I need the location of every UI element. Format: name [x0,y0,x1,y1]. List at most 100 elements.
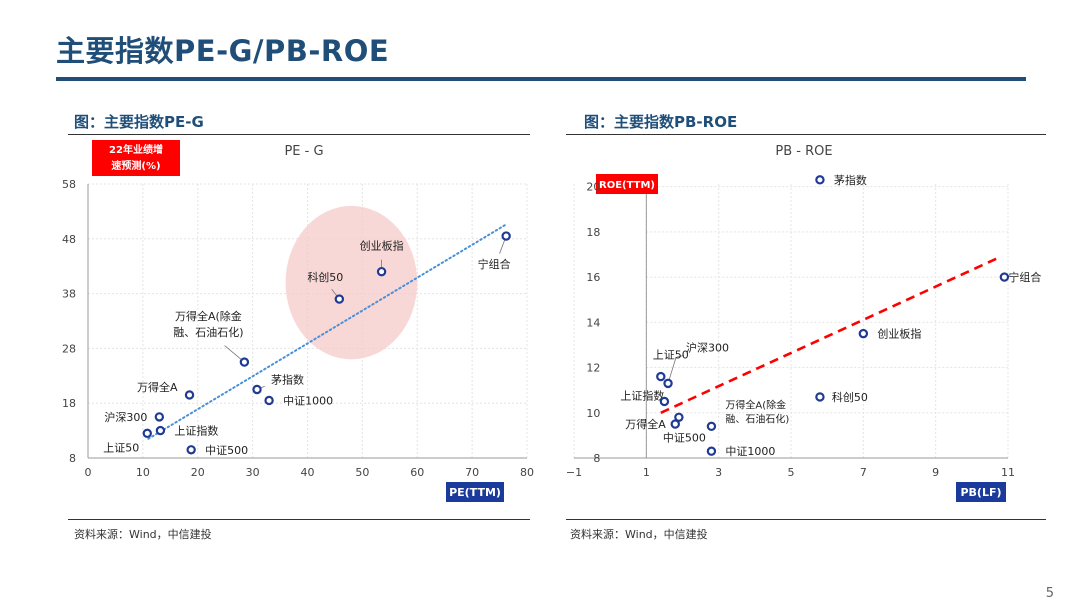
point-万得全a-除金融-石油石化 [706,421,717,432]
ylabel-line1: 22年业绩增 [109,143,163,156]
y-tick-label: 20 [586,181,600,194]
x-tick-label: 9 [932,466,939,479]
left-figure-title: 图：主要指数PE-G [74,113,204,131]
x-tick-label: 80 [520,466,534,479]
xlabel: PE(TTM) [449,486,501,499]
chart-title: PB - ROE [775,144,832,159]
x-tick-label: 5 [788,466,795,479]
left-figure-rule [68,134,530,135]
point-上证指数 [659,396,670,407]
point-万得全a [670,419,680,429]
point-label-上证指数: 上证指数 [620,388,664,402]
x-tick-label: 50 [355,466,369,479]
point-label-科创50: 科创50 [832,390,868,404]
point-上证50 [142,428,152,439]
left-source: 资料来源：Wind，中信建投 [74,528,212,541]
x-tick-label: 60 [410,466,424,479]
point-label-茅指数: 茅指数 [271,373,304,387]
point-宁组合 [999,272,1010,282]
x-tick-label: 10 [136,466,150,479]
point-创业板指 [858,328,869,339]
trendline [147,224,507,440]
point-label-创业板指: 创业板指 [360,239,404,253]
point-label-上证50: 上证50 [103,441,139,454]
xlabel-badge [956,482,1006,502]
right-source-rule [566,519,1046,520]
ylabel-badge [596,174,658,194]
point-上证指数 [155,425,166,436]
x-tick-label: 11 [1001,466,1015,479]
x-tick-label: 20 [191,466,205,479]
right-source: 资料来源：Wind，中信建投 [570,528,708,541]
y-tick-label: 48 [62,233,76,246]
ylabel: ROE(TTM) [599,180,655,191]
x-tick-label: 0 [85,466,92,479]
y-tick-label: 10 [586,407,600,420]
point-沪深300 [663,378,673,389]
point-茅指数 [815,175,825,185]
point-label-万得全a-除金融-石油石化: 万得全A(除金 [175,309,242,323]
right-figure-rule [566,134,1046,135]
left-source-rule [68,519,530,520]
point-label-创业板指: 创业板指 [877,327,921,341]
point-中证500 [674,412,684,422]
y-tick-label: 12 [586,362,600,375]
x-tick-label: 3 [715,466,722,479]
point-中证1000 [706,446,717,456]
point-label-沪深300: 沪深300 [104,410,147,424]
y-tick-label: 58 [62,178,76,191]
point-label-科创50: 科创50 [307,270,343,284]
page-number: 5 [1045,586,1054,601]
y-tick-label: 8 [593,452,600,465]
point-万得全a-除金融-石油石化 [239,357,250,367]
right-figure-title: 图：主要指数PB-ROE [584,113,738,131]
y-tick-label: 38 [62,288,76,301]
xlabel-badge [446,482,504,502]
y-tick-label: 18 [62,397,76,410]
x-tick-label: 7 [860,466,867,479]
point-label-宁组合: 宁组合 [1008,270,1041,284]
y-tick-label: 18 [586,226,600,239]
point-label-中证1000: 中证1000 [725,445,775,458]
point-label-宁组合: 宁组合 [478,257,511,271]
point-科创50 [334,294,345,304]
point-label-中证500: 中证500 [205,444,248,457]
x-tick-label: 70 [465,466,479,479]
point-label-万得全a-除金融-石油石化-line2: 融、石油石化) [173,325,243,339]
point-label-中证1000: 中证1000 [283,394,333,407]
chart-title: PE - G [284,144,323,159]
trendline [660,255,1002,414]
ylabel-line2: 速预测(%) [111,159,160,172]
highlight-ellipse [285,205,418,360]
point-label-沪深300: 沪深300 [686,340,729,354]
page-title: 主要指数PE-G/PB-ROE [56,34,390,68]
point-科创50 [815,392,825,402]
x-tick-label: 40 [301,466,315,479]
point-label-万得全a: 万得全A [137,380,178,394]
x-tick-label: 1 [643,466,650,479]
y-tick-label: 16 [586,271,600,284]
point-label-上证50: 上证50 [653,349,689,362]
leader-沪深300 [667,354,685,384]
point-上证50 [656,371,666,382]
pb-roe-chart: PB - ROE ROE(TTM) −1 1 3 5 7 9 11 8 10 12 14 16 18 20 PB… [566,144,1041,502]
x-tick-label: −1 [566,466,582,479]
point-宁组合 [501,231,511,241]
point-label-上证指数: 上证指数 [174,424,218,438]
y-tick-label: 8 [69,452,76,465]
point-label-万得全a-除金融-石油石化-line2: 融、石油石化) [725,412,789,425]
point-万得全a [184,390,195,400]
x-tick-label: 30 [246,466,260,479]
point-创业板指 [376,266,387,277]
point-沪深300 [154,412,165,422]
xlabel: PB(LF) [960,486,1001,499]
point-label-茅指数: 茅指数 [834,173,867,187]
point-label-万得全a-除金融-石油石化: 万得全A(除金 [725,398,786,411]
point-label-万得全a: 万得全A [625,417,666,431]
point-茅指数 [252,384,262,395]
y-tick-label: 28 [62,342,76,355]
ylabel-badge [92,140,180,176]
point-label-中证500: 中证500 [663,431,706,444]
point-中证500 [186,445,196,455]
